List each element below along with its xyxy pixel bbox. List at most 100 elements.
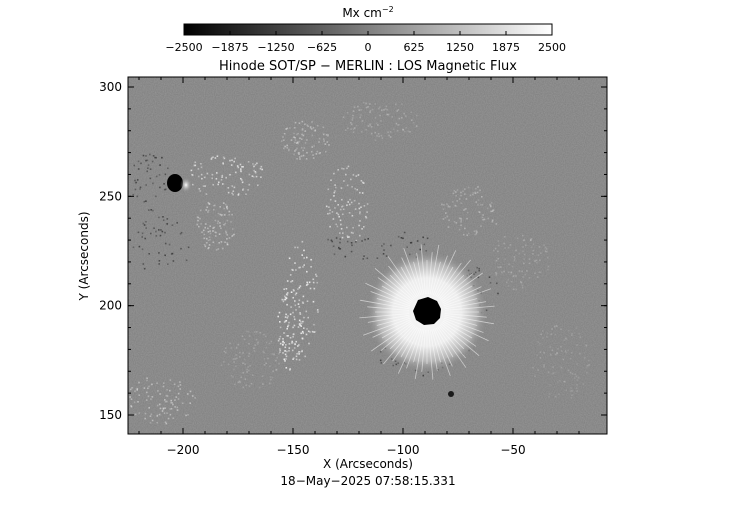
network-element: [294, 262, 296, 264]
network-element: [528, 258, 531, 260]
network-element: [302, 266, 304, 268]
network-element: [552, 372, 555, 374]
network-element: [361, 120, 364, 122]
network-element: [242, 352, 244, 354]
network-element: [481, 204, 484, 206]
network-element: [311, 330, 314, 333]
network-element: [340, 223, 342, 226]
network-element-negative: [390, 244, 392, 247]
network-element: [358, 109, 361, 111]
network-element: [316, 309, 319, 311]
network-element: [513, 259, 516, 262]
network-element: [241, 166, 243, 168]
network-element: [165, 422, 168, 425]
penumbra-ray: [376, 298, 410, 308]
network-element: [151, 396, 154, 398]
network-element: [351, 186, 353, 188]
network-element: [223, 214, 226, 216]
network-element: [226, 206, 228, 209]
network-element: [383, 109, 385, 111]
network-element: [331, 211, 334, 213]
network-element: [452, 192, 455, 195]
network-element: [294, 304, 297, 307]
network-element: [219, 206, 221, 208]
network-element-negative: [168, 243, 171, 246]
network-element: [222, 247, 224, 250]
network-element: [262, 350, 264, 353]
network-element: [306, 283, 309, 286]
network-element-negative: [406, 246, 408, 248]
network-element: [536, 261, 538, 264]
network-element: [237, 194, 240, 196]
network-element: [356, 188, 358, 191]
network-element-negative: [138, 245, 141, 248]
network-element: [361, 181, 364, 184]
network-element-negative: [162, 219, 165, 221]
penumbra-ray: [406, 328, 422, 369]
network-element-negative: [422, 374, 425, 377]
network-element: [295, 269, 297, 271]
network-element: [292, 333, 295, 336]
network-element: [300, 155, 303, 157]
network-element: [230, 375, 233, 377]
network-element: [312, 278, 315, 281]
network-element-negative: [385, 255, 388, 257]
network-element: [493, 249, 495, 252]
network-element: [401, 103, 403, 105]
network-element: [339, 219, 342, 222]
penumbra-ray: [444, 301, 487, 310]
network-element: [148, 407, 150, 409]
network-element: [446, 203, 448, 205]
network-element: [170, 399, 172, 402]
network-element: [491, 210, 494, 213]
network-element: [253, 331, 256, 333]
network-element: [205, 223, 207, 225]
network-element: [369, 109, 372, 112]
network-element: [212, 204, 215, 207]
network-element: [381, 137, 384, 139]
network-element: [240, 376, 243, 379]
network-element: [301, 240, 304, 243]
network-element: [275, 359, 277, 362]
network-element: [528, 277, 531, 279]
network-element: [386, 109, 389, 111]
network-element: [240, 177, 242, 180]
network-element: [306, 124, 308, 126]
network-element: [302, 154, 305, 157]
network-element: [222, 183, 224, 185]
network-element: [204, 226, 206, 229]
network-element: [491, 221, 494, 223]
network-element: [238, 380, 241, 382]
network-element: [288, 148, 290, 151]
network-element: [507, 271, 510, 274]
colorbar-tick-label: 1250: [446, 41, 474, 54]
network-element: [291, 268, 293, 271]
network-element: [416, 125, 418, 127]
network-element: [297, 345, 299, 347]
network-element: [230, 347, 232, 349]
network-element: [229, 173, 231, 176]
network-element: [298, 353, 300, 355]
network-element: [564, 350, 567, 352]
network-element: [516, 237, 519, 240]
network-element: [237, 343, 240, 346]
network-element-negative: [364, 238, 366, 241]
network-element: [571, 372, 574, 375]
network-element: [476, 231, 478, 233]
network-element: [306, 284, 308, 286]
network-element: [463, 188, 466, 190]
network-element: [248, 355, 250, 358]
network-element: [543, 352, 545, 354]
network-element: [136, 389, 138, 391]
network-element: [522, 239, 525, 242]
network-element: [540, 271, 542, 274]
network-element: [454, 204, 457, 207]
network-element: [565, 337, 567, 340]
network-element: [576, 363, 578, 366]
network-element-negative: [151, 160, 154, 163]
network-element: [292, 296, 294, 299]
network-element: [584, 357, 586, 359]
network-element: [236, 165, 239, 167]
network-element: [203, 243, 206, 246]
network-element: [144, 417, 147, 420]
